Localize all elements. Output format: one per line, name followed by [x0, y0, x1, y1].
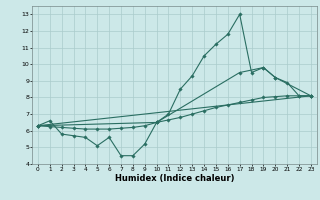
- X-axis label: Humidex (Indice chaleur): Humidex (Indice chaleur): [115, 174, 234, 183]
